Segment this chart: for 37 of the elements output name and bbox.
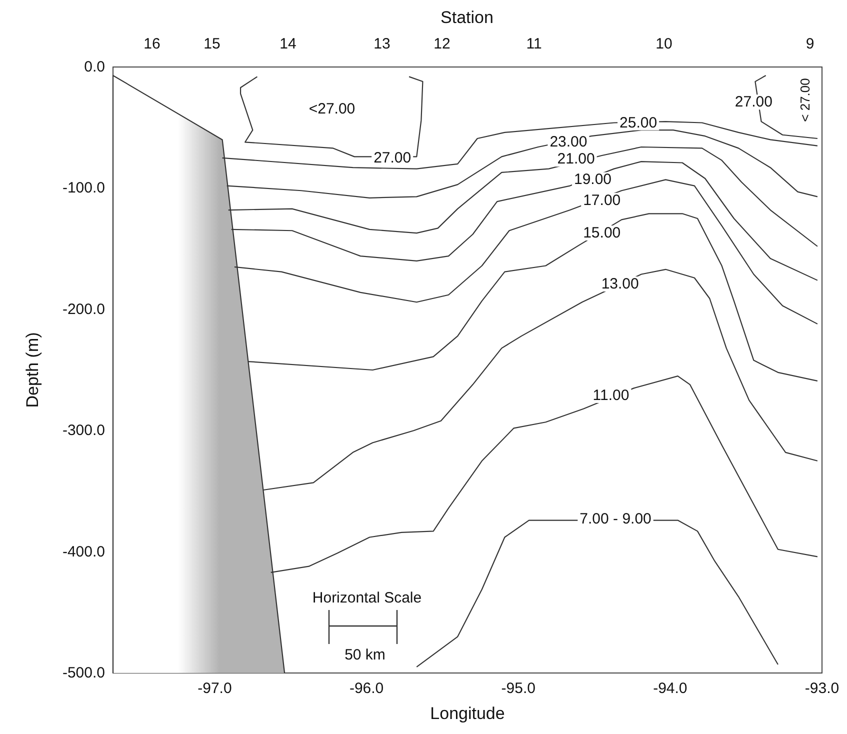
y-tick-label: -100.0 — [62, 180, 105, 197]
x-tick-label: -97.0 — [198, 680, 232, 697]
annotation: 19.00 — [574, 171, 612, 188]
x-tick-label: -93.0 — [804, 680, 840, 697]
text: 16 — [144, 36, 160, 52]
annotation: 11.00 — [592, 386, 630, 404]
annotation: 50 km — [344, 646, 386, 664]
annotation: 25.00 — [620, 114, 658, 132]
annotation: 7.00 - 9.00 — [580, 510, 652, 528]
annotation: 27.00 — [734, 94, 772, 111]
annotation: 15.00 — [583, 224, 621, 242]
x-tick-label: -95.0 — [501, 680, 536, 697]
text: 13 — [374, 36, 390, 52]
y-tick-label: 0.0 — [84, 58, 105, 76]
annotation: 23.00 — [550, 134, 588, 151]
x-axis-title: Longitude — [430, 704, 505, 723]
annotation: < 27.00 — [798, 78, 812, 122]
annotation: 21.00 — [557, 150, 595, 168]
text: 14 — [280, 36, 296, 52]
annotation: 13.00 — [601, 275, 639, 292]
y-tick-label: -500.0 — [62, 664, 105, 682]
x-tick-label: -96.0 — [349, 680, 384, 697]
text: 15 — [204, 36, 220, 52]
text: 11 — [526, 36, 542, 52]
y-tick-label: -300.0 — [62, 422, 105, 440]
x-tick-label: -94.0 — [653, 680, 688, 697]
text: 10 — [656, 36, 672, 52]
annotation: <27.00 — [308, 100, 356, 118]
annotation: 27.00 — [374, 149, 412, 166]
annotation: 17.00 — [583, 192, 621, 209]
text: 12 — [434, 36, 450, 52]
x2-axis-title: Station — [440, 8, 494, 28]
y-tick-label: -200.0 — [62, 300, 105, 318]
annotation: Horizontal Scale — [312, 590, 422, 606]
y-axis-title: Depth (m) — [23, 332, 42, 408]
text: 9 — [806, 36, 814, 52]
y-tick-label: -400.0 — [62, 543, 105, 560]
